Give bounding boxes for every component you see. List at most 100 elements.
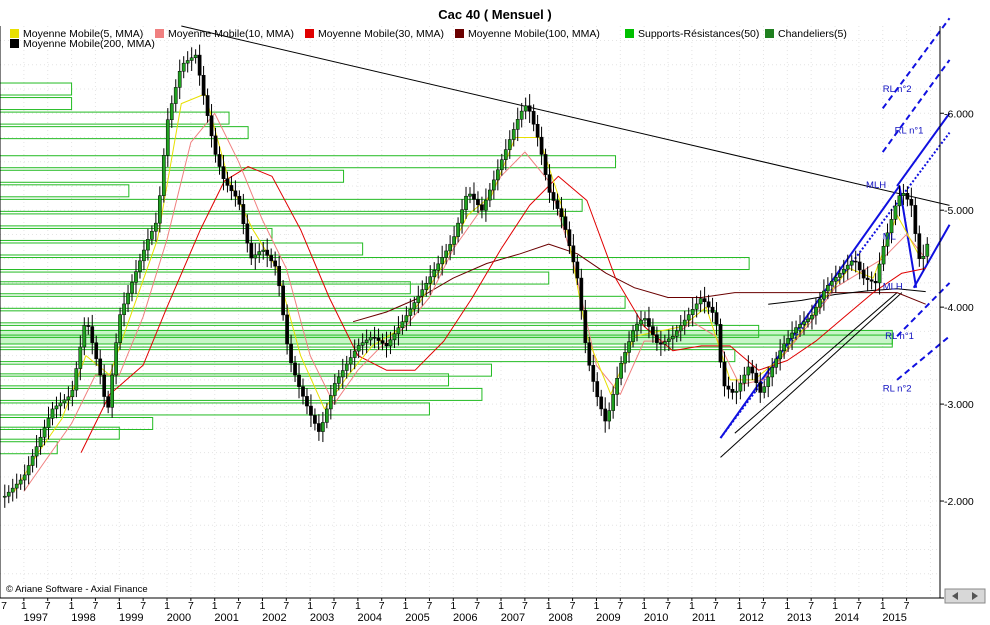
x-month-label: 1 (546, 600, 552, 612)
candle-body (750, 366, 755, 374)
candle-body (34, 446, 39, 457)
candle-body (209, 115, 214, 137)
x-month-label: 7 (45, 600, 51, 612)
candle-body (643, 318, 647, 321)
candle-body (770, 367, 775, 378)
candle-body (889, 219, 894, 234)
scroll-arrow-icon[interactable] (944, 588, 986, 604)
candle-body (674, 330, 679, 337)
candle-body (841, 268, 846, 274)
candle-body (587, 342, 592, 366)
legend-swatch (10, 29, 19, 38)
candle-body (758, 382, 763, 393)
x-month-label: 1 (164, 600, 170, 612)
candle-body (472, 193, 476, 200)
candle-body (237, 195, 242, 205)
annotations: RL n°2 RL n°1 MLH ML MLH RL n°1 RL n°2 (866, 84, 923, 395)
candle-body (130, 282, 134, 294)
candle-body (495, 169, 500, 181)
candle-body (58, 402, 63, 407)
x-year-label: 1999 (119, 612, 143, 624)
candle-body (94, 342, 99, 360)
candle-body (360, 342, 365, 346)
candle-body (519, 110, 524, 120)
candle-body (670, 335, 675, 340)
candle-body (853, 260, 858, 263)
candle-body (265, 249, 270, 256)
candle-body (682, 319, 687, 326)
x-month-label: 7 (93, 600, 99, 612)
candle-body (480, 204, 484, 211)
x-year-label: 2013 (787, 612, 811, 624)
candle-body (583, 310, 588, 343)
candle-body (138, 260, 142, 272)
candle-body (639, 319, 643, 325)
candle-body (499, 159, 504, 171)
ma200-line (768, 288, 926, 305)
chart-title: Cac 40 ( Mensuel ) (438, 7, 551, 22)
candle-body (607, 410, 612, 422)
candle-body (507, 139, 512, 150)
candle-body (348, 357, 353, 365)
candle-body (165, 119, 170, 156)
candle-body (802, 321, 806, 325)
candle-body (718, 324, 723, 363)
annotation-label: ML (883, 231, 896, 242)
candle-body (364, 339, 369, 343)
x-year-label: 2009 (596, 612, 620, 624)
candle-body (619, 362, 623, 379)
candle-body (229, 185, 234, 192)
candle-body (539, 136, 544, 155)
x-month-label: 1 (832, 600, 838, 612)
candle-body (460, 209, 464, 224)
copyright-text: © Ariane Software - Axial Finance (6, 584, 148, 595)
candle-body (849, 260, 854, 266)
candle-body (706, 301, 711, 308)
x-year-label: 2007 (501, 612, 525, 624)
candle-body (722, 361, 727, 387)
trendline-mlh_lower (912, 224, 951, 289)
x-month-label: 7 (808, 600, 814, 612)
candle-body (881, 246, 886, 265)
x-year-label: 2004 (358, 612, 382, 624)
candle-body (309, 405, 313, 416)
annotation-label: RL n°1 (895, 126, 924, 137)
candle-body (42, 427, 47, 438)
candle-body (448, 244, 452, 252)
candle-body (126, 292, 130, 305)
grid (0, 26, 940, 599)
candle-body (786, 338, 790, 345)
y-tick-label: -3.000 (944, 399, 974, 411)
candle-body (46, 418, 51, 429)
candle-body (416, 295, 421, 303)
candle-body (70, 389, 75, 398)
x-month-label: 1 (307, 600, 313, 612)
candle-body (328, 395, 333, 410)
candle-body (269, 255, 274, 262)
y-tick-label: -2.000 (944, 496, 974, 508)
candle-body (368, 337, 373, 341)
support-resistance-bar (0, 334, 893, 348)
x-month-label: 1 (498, 600, 504, 612)
support-resistance-bar (0, 126, 249, 140)
x-month-label: 1 (260, 600, 266, 612)
candle-body (555, 200, 560, 209)
candle-body (798, 324, 802, 328)
candle-body (142, 249, 146, 262)
candle-body (635, 323, 639, 332)
candle-body (818, 298, 822, 308)
x-month-label: 1 (69, 600, 75, 612)
legend-label: Moyenne Mobile(30, MMA) (318, 28, 444, 40)
legend-swatch (765, 29, 774, 38)
x-month-label: 7 (427, 600, 433, 612)
candle-body (22, 474, 27, 481)
candle-body (420, 289, 425, 297)
candle-body (829, 281, 834, 286)
candle-body (78, 346, 83, 369)
support-resistance-bar (0, 349, 736, 363)
support-resistance-bar (0, 324, 760, 338)
candle-body (372, 337, 377, 339)
candle-body (543, 154, 548, 175)
candle-body (690, 309, 695, 315)
candle-body (154, 222, 158, 232)
